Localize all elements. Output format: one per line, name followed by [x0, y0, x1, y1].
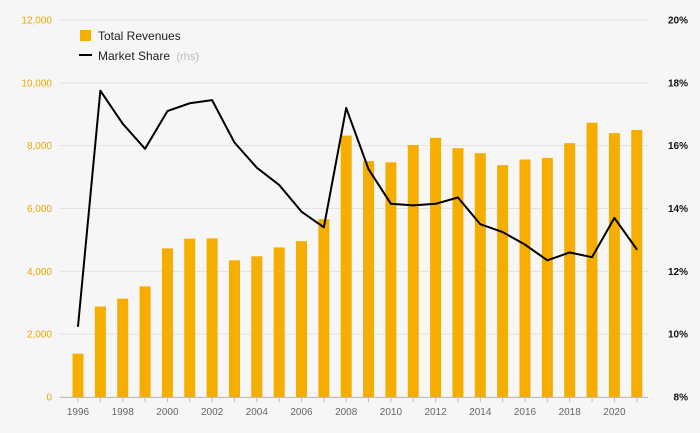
- revenue-bar-1999: [139, 286, 151, 397]
- revenue-bar-2001: [184, 238, 196, 397]
- x-tick-label: 2014: [469, 407, 492, 418]
- revenue-bar-2010: [385, 162, 397, 397]
- market-share-point-2009: [367, 168, 370, 171]
- x-axis: 1996 1998 2000 2002 2004 2006 2008 2010 2012 2014…: [60, 397, 648, 418]
- revenue-bar-2016: [519, 159, 531, 397]
- revenue-bar-2015: [497, 165, 509, 397]
- market-share-point-2016: [524, 243, 526, 246]
- left-tick-label: 4,000: [27, 267, 52, 278]
- x-tick-label: 1998: [112, 407, 135, 418]
- revenue-bar-2005: [273, 247, 285, 397]
- market-share-series-line: [77, 89, 638, 327]
- market-share-point-2012: [434, 202, 437, 205]
- market-share-point-2013: [457, 196, 459, 199]
- right-tick-label: 12%: [668, 267, 688, 278]
- legend-swatch-revenues: [80, 30, 91, 41]
- x-tick-label: 1996: [67, 407, 90, 418]
- revenue-bar-2006: [296, 241, 307, 397]
- revenue-bar-2011: [407, 145, 419, 397]
- right-axis-ticks: 8% 10% 12% 14% 16% 18% 20%: [668, 16, 688, 404]
- x-tick-label: 2020: [603, 407, 626, 418]
- right-tick-label: 18%: [668, 78, 688, 89]
- market-share-point-2002: [211, 99, 213, 101]
- market-share-point-2007: [323, 226, 325, 229]
- market-share-point-2003: [233, 141, 236, 144]
- revenue-bar-2014: [474, 153, 486, 397]
- legend-label-revenues: Total Revenues: [98, 29, 181, 43]
- x-tick-label: 2010: [380, 407, 403, 418]
- market-share-point-2008: [345, 107, 348, 109]
- revenue-bar-1996: [72, 353, 84, 397]
- right-tick-label: 8%: [674, 393, 689, 404]
- revenue-bar-2002: [206, 238, 218, 397]
- revenue-bar-2018: [564, 143, 576, 397]
- revenue-bar-2000: [161, 248, 173, 397]
- market-share-point-2011: [412, 204, 415, 207]
- x-tick-label: 2000: [156, 407, 179, 418]
- right-tick-label: 14%: [668, 204, 688, 215]
- revenue-bar-2020: [608, 133, 620, 397]
- revenue-bar-2021: [631, 129, 643, 397]
- x-tick-label: 2012: [424, 407, 447, 418]
- left-tick-label: 8,000: [27, 141, 52, 152]
- market-share-point-2000: [166, 110, 169, 112]
- legend-label-market-share: Market Share (rhs): [98, 49, 199, 63]
- x-tick-label: 2002: [201, 407, 224, 418]
- market-share-point-2019: [591, 256, 593, 259]
- market-share-point-2004: [255, 166, 258, 169]
- x-tick-label: 2004: [246, 407, 269, 418]
- revenue-bars: [72, 122, 643, 398]
- market-share-point-1999: [144, 148, 146, 150]
- revenue-bar-2004: [251, 256, 263, 397]
- market-share-point-2018: [568, 251, 571, 254]
- x-tick-label: 2008: [335, 407, 358, 418]
- market-share-point-2017: [546, 259, 549, 262]
- legend-label-market-share-text: Market Share: [98, 49, 170, 63]
- legend-note-rhs: (rhs): [176, 51, 199, 63]
- market-share-point-2020: [613, 217, 616, 219]
- market-share-point-2005: [278, 184, 280, 186]
- revenue-bar-1997: [94, 306, 106, 397]
- revenue-bar-2007: [318, 219, 330, 397]
- x-tick-label: 2018: [559, 407, 582, 418]
- left-tick-label: 10,000: [21, 78, 52, 89]
- market-share-point-2015: [501, 231, 504, 233]
- market-share-point-1998: [121, 122, 124, 125]
- market-share-point-1996: [77, 325, 79, 328]
- revenue-bar-1998: [117, 298, 129, 397]
- market-share-point-2006: [300, 210, 303, 213]
- revenue-bar-2008: [340, 135, 352, 398]
- market-share-point-2014: [479, 223, 482, 226]
- right-tick-label: 20%: [668, 16, 688, 27]
- revenue-bar-2017: [541, 157, 553, 397]
- right-tick-label: 16%: [668, 141, 688, 152]
- left-tick-label: 0: [46, 393, 52, 404]
- legend: Total Revenues Market Share (rhs): [79, 29, 199, 63]
- left-axis-ticks: 0 2,000 4,000 6,000 8,000 10,000 12,000: [21, 16, 52, 404]
- left-tick-label: 2,000: [27, 330, 52, 341]
- left-tick-label: 6,000: [27, 204, 52, 215]
- revenue-bar-2012: [430, 137, 442, 397]
- left-tick-label: 12,000: [21, 16, 52, 27]
- market-share-line: [77, 89, 638, 328]
- market-share-point-1997: [99, 89, 102, 92]
- market-share-point-2021: [635, 248, 638, 251]
- revenue-bar-2009: [363, 161, 375, 397]
- market-share-point-2001: [188, 102, 191, 105]
- x-tick-label: 2006: [290, 407, 313, 418]
- revenue-bar-2003: [228, 260, 240, 397]
- revenue-bar-2013: [452, 148, 464, 397]
- revenue-bar-2019: [586, 122, 598, 397]
- market-share-point-2010: [390, 202, 392, 205]
- right-tick-label: 10%: [668, 330, 688, 341]
- gridlines: [60, 19, 648, 398]
- x-tick-label: 2016: [514, 407, 537, 418]
